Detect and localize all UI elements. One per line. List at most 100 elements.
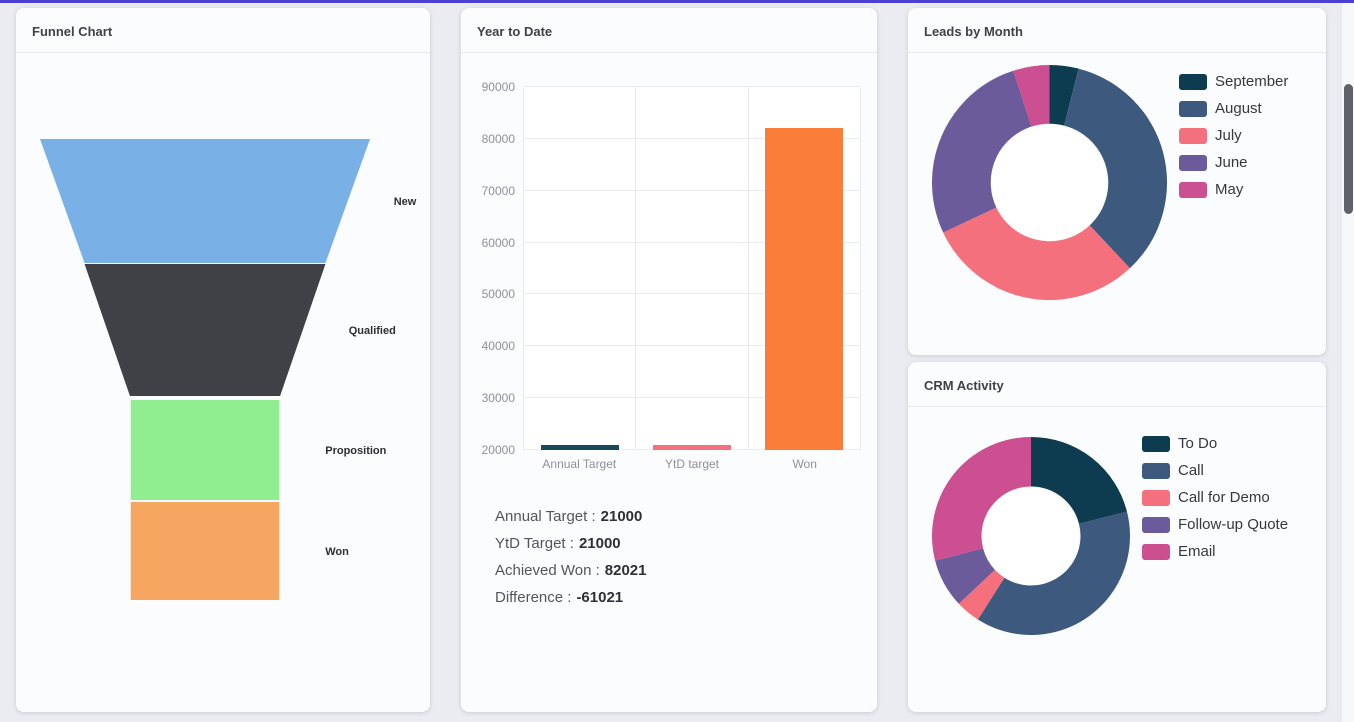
- legend-item-may[interactable]: May: [1179, 181, 1288, 198]
- plot-wrap: Annual Target YtD target Won: [523, 86, 861, 471]
- summary-value: -61021: [576, 589, 624, 606]
- crm-card-title: CRM Activity: [924, 378, 1004, 393]
- legend-marker-icon: [1142, 516, 1170, 533]
- legend-item-email[interactable]: Email: [1142, 543, 1288, 560]
- y-axis-tick: 50000: [481, 287, 515, 302]
- funnel-chart-card: Funnel Chart New Qualified Proposition Won: [16, 8, 430, 712]
- legend-item-september[interactable]: September: [1179, 73, 1288, 90]
- funnel-chart[interactable]: New Qualified Proposition Won: [32, 139, 417, 601]
- donut-slice-june[interactable]: [932, 65, 1167, 300]
- y-axis-tick: 80000: [481, 131, 515, 146]
- funnel-stage-label: Qualified: [349, 325, 396, 337]
- bar-won[interactable]: [765, 128, 844, 450]
- legend-marker-icon: [1142, 435, 1170, 452]
- summary-difference: Difference : -61021: [495, 584, 877, 611]
- plot-column: [636, 87, 749, 450]
- leads-legend: September August July June May: [1179, 73, 1288, 208]
- top-accent-bar: [0, 0, 1354, 3]
- legend-item-june[interactable]: June: [1179, 154, 1288, 171]
- gridline: [524, 86, 860, 87]
- legend-label: Email: [1178, 543, 1216, 560]
- y-axis: 90000 80000 70000 60000 50000 40000 30000 20000: [477, 80, 523, 457]
- funnel-card-header: Funnel Chart: [16, 8, 430, 53]
- crm-donut-row: To Do Call Call for Demo Follow-up Quote Ema…: [908, 407, 1326, 635]
- funnel-stage-proposition[interactable]: [130, 400, 280, 500]
- legend-item-august[interactable]: August: [1179, 100, 1288, 117]
- y-axis-tick: 70000: [481, 183, 515, 198]
- gridline: [524, 345, 860, 347]
- summary-label: Difference :: [495, 589, 572, 606]
- funnel-stage-qualified[interactable]: [84, 264, 326, 396]
- donut-slice-email[interactable]: [932, 437, 1130, 635]
- leads-card-header: Leads by Month: [908, 8, 1326, 53]
- legend-item-call[interactable]: Call: [1142, 462, 1288, 479]
- legend-marker-icon: [1179, 154, 1207, 171]
- gridline: [524, 137, 860, 139]
- leads-by-month-card: Leads by Month September August July June Ma…: [908, 8, 1326, 355]
- gridline: [524, 397, 860, 399]
- legend-marker-icon: [1142, 489, 1170, 506]
- legend-item-july[interactable]: July: [1179, 127, 1288, 144]
- legend-label: September: [1215, 73, 1289, 90]
- y-axis-tick: 60000: [481, 235, 515, 250]
- scrollbar-thumb[interactable]: [1344, 84, 1353, 214]
- y-axis-tick: 90000: [481, 80, 515, 94]
- ytd-bar-chart: 90000 80000 70000 60000 50000 40000 30000 20000…: [461, 53, 877, 471]
- legend-item-to-do[interactable]: To Do: [1142, 435, 1288, 452]
- legend-label: To Do: [1178, 435, 1218, 452]
- donut-slice-call-for-demo[interactable]: [932, 437, 1130, 635]
- summary-label: Achieved Won :: [495, 562, 600, 579]
- legend-label: July: [1215, 127, 1242, 144]
- legend-label: Call: [1178, 462, 1204, 479]
- funnel-stage-label: New: [394, 196, 417, 208]
- gridline: [524, 241, 860, 243]
- legend-marker-icon: [1142, 543, 1170, 560]
- legend-label: August: [1215, 100, 1262, 117]
- donut-slice-september[interactable]: [932, 65, 1167, 300]
- y-axis-tick: 30000: [481, 391, 515, 406]
- year-to-date-card: Year to Date 90000 80000 70000 60000 50000 40…: [461, 8, 877, 712]
- donut-hole: [991, 124, 1108, 241]
- crm-card-header: CRM Activity: [908, 362, 1326, 407]
- donut-slice-may[interactable]: [932, 65, 1167, 300]
- legend-label: May: [1215, 181, 1244, 198]
- x-axis-label: Won: [792, 457, 817, 471]
- summary-label: Annual Target :: [495, 508, 596, 525]
- legend-marker-icon: [1142, 462, 1170, 479]
- legend-label: Follow-up Quote: [1178, 516, 1289, 533]
- legend-marker-icon: [1179, 100, 1207, 117]
- crm-legend: To Do Call Call for Demo Follow-up Quote Ema…: [1142, 435, 1288, 570]
- funnel-stage-won[interactable]: [130, 502, 280, 600]
- funnel-stage-new[interactable]: [40, 139, 370, 263]
- y-axis-tick: 40000: [481, 339, 515, 354]
- x-axis-label: Annual Target: [542, 457, 617, 471]
- bar-ytd-target[interactable]: [653, 444, 731, 450]
- donut-slice-july[interactable]: [932, 65, 1167, 300]
- summary-value: 21000: [578, 535, 621, 552]
- legend-item-call-for-demo[interactable]: Call for Demo: [1142, 489, 1288, 506]
- right-column: Leads by Month September August July June Ma…: [908, 8, 1326, 712]
- funnel-stage-label: Won: [325, 546, 349, 558]
- legend-item-follow-up-quote[interactable]: Follow-up Quote: [1142, 516, 1288, 533]
- ytd-card-title: Year to Date: [477, 24, 553, 39]
- crm-donut-chart[interactable]: [932, 437, 1130, 635]
- bar-annual-target[interactable]: [540, 444, 619, 450]
- x-axis-labels: Annual Target YtD target Won: [523, 457, 861, 471]
- funnel-stage-label: Proposition: [325, 445, 386, 457]
- donut-slice-call[interactable]: [932, 437, 1130, 635]
- ytd-summary: Annual Target :21000 YtD Target :21000 A…: [461, 503, 877, 611]
- leads-card-title: Leads by Month: [924, 24, 1023, 39]
- leads-donut-chart[interactable]: [932, 65, 1167, 300]
- legend-label: June: [1215, 154, 1248, 171]
- leads-donut-row: September August July June May: [908, 53, 1326, 300]
- donut-hole: [982, 487, 1080, 585]
- gridline: [524, 189, 860, 191]
- x-axis-label: YtD target: [664, 457, 720, 471]
- plot-column: [524, 87, 637, 450]
- summary-label: YtD Target :: [495, 535, 574, 552]
- crm-activity-card: CRM Activity To Do Call Call for Demo Follo…: [908, 362, 1326, 712]
- vertical-scrollbar[interactable]: [1341, 0, 1354, 722]
- legend-marker-icon: [1179, 127, 1207, 144]
- summary-achieved-won: Achieved Won :82021: [495, 557, 877, 584]
